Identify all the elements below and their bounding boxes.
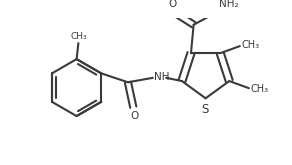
Text: O: O [168, 0, 176, 9]
Text: S: S [201, 103, 208, 116]
Text: NH: NH [154, 72, 169, 82]
Text: CH₃: CH₃ [251, 84, 269, 94]
Text: O: O [130, 111, 138, 121]
Text: CH₃: CH₃ [71, 32, 88, 41]
Text: NH₂: NH₂ [218, 0, 238, 9]
Text: CH₃: CH₃ [241, 40, 260, 50]
